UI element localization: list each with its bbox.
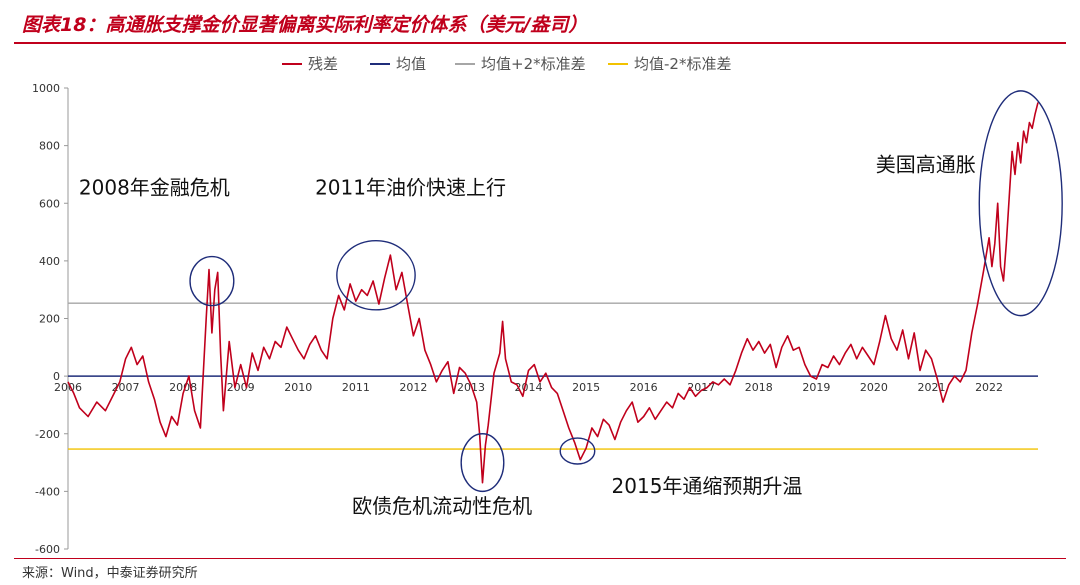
x-tick-label: 2019 (802, 381, 830, 394)
y-tick-label: 400 (39, 255, 60, 268)
reference-lines (68, 302, 1038, 450)
x-tick-label: 2009 (227, 381, 255, 394)
x-tick-label: 2007 (112, 381, 140, 394)
x-tick-label: 2011 (342, 381, 370, 394)
highlight-circle (336, 240, 416, 311)
x-tick-label: 2013 (457, 381, 485, 394)
legend-label: 残差 (308, 55, 338, 73)
annotation-text: 2008年金融危机 (79, 176, 230, 200)
highlight-circle (559, 437, 596, 465)
x-tick-label: 2015 (572, 381, 600, 394)
y-tick-label: 1000 (32, 82, 60, 95)
source-divider (14, 558, 1066, 559)
title-divider (14, 42, 1066, 44)
y-tick-label: -400 (35, 485, 60, 498)
x-tick-label: 2006 (54, 381, 82, 394)
highlight-circle (978, 90, 1063, 317)
annotation-text: 美国高通胀 (876, 153, 976, 177)
y-tick-label: 0 (53, 370, 60, 383)
x-tick-label: 2016 (630, 381, 658, 394)
series-line-residual (67, 102, 1039, 484)
y-tick-label: -200 (35, 428, 60, 441)
x-tick-label: 2022 (975, 381, 1003, 394)
annotation-text: 欧债危机流动性危机 (352, 494, 532, 518)
y-tick-label: -600 (35, 543, 60, 556)
highlight-circles (189, 90, 1063, 493)
chart-series (67, 102, 1039, 484)
x-tick-label: 2014 (515, 381, 543, 394)
title-bar: 图表18：高通胀支撑金价显著偏离实际利率定价体系（美元/盎司） (0, 0, 1080, 44)
legend-label: 均值 (396, 55, 426, 73)
annotation-text: 2015年通缩预期升温 (612, 474, 803, 498)
x-tick-label: 2020 (860, 381, 888, 394)
chart-legend: 残差 均值 均值+2*标准差 均值-2*标准差 (282, 55, 731, 73)
chart-title: 图表18：高通胀支撑金价显著偏离实际利率定价体系（美元/盎司） (22, 14, 588, 36)
legend-label: 均值-2*标准差 (634, 55, 731, 73)
annotation-text: 2011年油价快速上行 (315, 176, 506, 200)
y-tick-label: 600 (39, 197, 60, 210)
legend-label: 均值+2*标准差 (481, 55, 586, 73)
x-tick-label: 2018 (745, 381, 773, 394)
y-tick-label: 200 (39, 313, 60, 326)
y-tick-label: 800 (39, 140, 60, 153)
source-note: 来源：Wind，中泰证券研究所 (22, 566, 198, 581)
x-tick-label: 2012 (399, 381, 427, 394)
x-tick-label: 2017 (687, 381, 715, 394)
highlight-circle (460, 433, 505, 493)
x-tick-label: 2010 (284, 381, 312, 394)
highlight-circle (189, 255, 235, 307)
